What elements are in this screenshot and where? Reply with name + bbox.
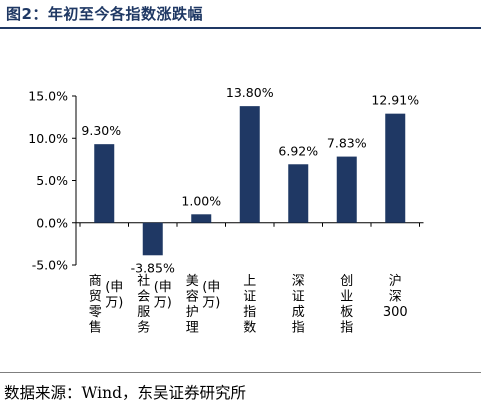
bar <box>142 222 163 256</box>
category-label-char: 300 <box>383 305 408 320</box>
category-label-char: (申 <box>154 280 172 295</box>
footer-divider <box>0 372 481 373</box>
category-label-char: 数 <box>243 321 256 336</box>
category-label-char: 成 <box>292 305 305 320</box>
category-label-char: (申 <box>202 280 220 295</box>
bar <box>385 113 406 223</box>
title-divider <box>0 27 481 29</box>
category-label-char: 服 <box>137 305 150 320</box>
category-label-char: 万) <box>105 296 123 311</box>
category-label-char: 商 <box>89 274 102 289</box>
category-label-char: 沪 <box>389 273 402 289</box>
category-label-char: 务 <box>137 320 150 336</box>
category-label-char: 指 <box>243 305 256 320</box>
category-label-char: 指 <box>340 321 353 336</box>
data-label: -3.85% <box>131 260 175 275</box>
category-label-char: 深 <box>292 274 305 289</box>
y-tick-label: 15.0% <box>28 89 68 104</box>
bar <box>336 156 357 223</box>
category-label-char: 会 <box>137 290 150 305</box>
category-label-char: 创 <box>340 274 353 289</box>
category-label-char: 贸 <box>89 290 102 305</box>
category-label-char: 板 <box>340 305 353 320</box>
bar <box>191 214 212 223</box>
data-label: 12.91% <box>371 93 419 108</box>
source-note: 数据来源：Wind，东吴证券研究所 <box>4 384 247 402</box>
data-label: 7.83% <box>327 136 367 151</box>
chart-title: 图2：年初至今各指数涨跌幅 <box>6 5 203 23</box>
bar <box>239 106 260 223</box>
data-label: 1.00% <box>181 193 221 208</box>
category-label-char: 容 <box>186 289 199 305</box>
y-tick-label: 0.0% <box>36 215 68 230</box>
category-label-char: 证 <box>243 290 256 305</box>
category-label-char: 零 <box>89 305 102 320</box>
category-label-char: 指 <box>292 321 305 336</box>
category-label-char: 业 <box>340 290 353 305</box>
category-label-char: 万) <box>154 296 172 311</box>
data-label: 6.92% <box>278 143 318 158</box>
y-tick-label: 10.0% <box>28 131 68 146</box>
category-label-char: 护 <box>186 305 199 320</box>
category-label-char: 售 <box>89 320 102 336</box>
bar <box>94 144 115 223</box>
data-label: 13.80% <box>226 85 274 100</box>
category-label-char: 社 <box>137 273 150 289</box>
bar-chart: 15.0%10.0%5.0%0.0%-5.0% 9.30%商贸零售(申万)-3.… <box>28 85 424 336</box>
category-label-char: 理 <box>186 321 199 336</box>
category-label-char: (申 <box>105 280 123 295</box>
category-label-char: 美 <box>186 274 199 289</box>
data-label: 9.30% <box>81 123 121 138</box>
y-tick-label: -5.0% <box>32 258 68 273</box>
y-tick-label: 5.0% <box>36 173 68 188</box>
category-label-char: 上 <box>243 274 256 289</box>
category-label-char: 深 <box>389 290 402 305</box>
category-label-char: 证 <box>292 290 305 305</box>
category-label-char: 万) <box>202 296 220 311</box>
bar <box>288 164 309 223</box>
